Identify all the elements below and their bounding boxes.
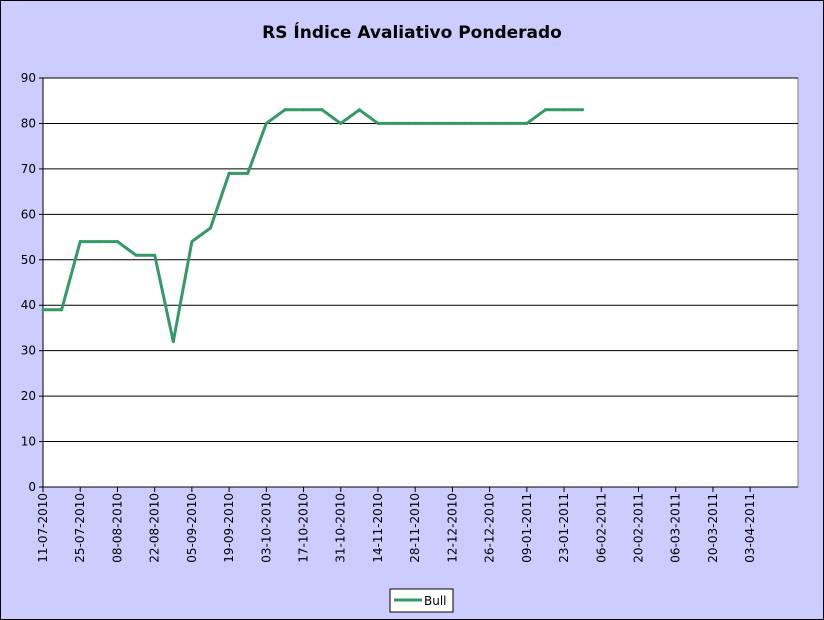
y-tick-label: 90 <box>21 71 36 85</box>
y-tick-label: 10 <box>21 435 36 449</box>
data-point <box>506 121 510 125</box>
data-point <box>283 108 287 112</box>
data-point <box>488 121 492 125</box>
y-tick-label: 50 <box>21 253 36 267</box>
data-point <box>97 240 101 244</box>
x-tick-label: 25-07-2010 <box>73 493 87 563</box>
data-point <box>153 253 157 257</box>
chart-title: RS Índice Avaliativo Ponderado <box>262 21 562 43</box>
x-tick-label: 20-02-2011 <box>631 493 645 563</box>
x-tick-label: 03-10-2010 <box>259 493 273 563</box>
plot-area <box>42 77 799 488</box>
y-axis: 0 10 20 30 40 50 60 70 80 90 <box>21 71 44 494</box>
x-tick-label: 11-07-2010 <box>36 493 50 563</box>
legend-label-bull: Bull <box>424 594 447 608</box>
data-point <box>525 121 529 125</box>
data-point <box>450 121 454 125</box>
x-tick-label: 09-01-2011 <box>520 493 534 563</box>
y-tick-label: 60 <box>21 207 36 221</box>
data-point <box>376 121 380 125</box>
x-tick-label: 03-04-2011 <box>743 493 757 563</box>
gridlines <box>43 77 798 443</box>
x-tick-label: 06-03-2011 <box>669 493 683 563</box>
y-tick-label: 20 <box>21 389 36 403</box>
data-point <box>246 171 250 175</box>
data-point <box>469 121 473 125</box>
x-tick-label: 23-01-2011 <box>557 493 571 563</box>
data-point <box>543 108 547 112</box>
x-tick-label: 08-08-2010 <box>110 493 124 563</box>
legend: Bull <box>389 588 454 613</box>
data-point <box>357 108 361 112</box>
x-tick-label: 22-08-2010 <box>148 493 162 563</box>
data-point <box>432 121 436 125</box>
x-tick-label: 20-03-2011 <box>706 493 720 563</box>
x-tick-label: 31-10-2010 <box>334 493 348 563</box>
data-point <box>78 240 82 244</box>
x-tick-label: 05-09-2010 <box>185 493 199 563</box>
x-tick-label: 19-09-2010 <box>222 493 236 563</box>
data-point <box>302 108 305 112</box>
x-tick-label: 17-10-2010 <box>297 493 311 563</box>
x-tick-label: 12-12-2010 <box>445 493 459 563</box>
y-tick-label: 0 <box>28 480 36 494</box>
data-point <box>134 253 138 257</box>
data-point <box>171 340 175 344</box>
y-tick-label: 40 <box>21 298 36 312</box>
x-tick-label: 28-11-2010 <box>408 493 422 563</box>
x-tick-label: 26-12-2010 <box>483 493 497 563</box>
data-point <box>413 121 417 125</box>
series-layer <box>41 108 585 344</box>
y-tick-label: 30 <box>21 344 36 358</box>
y-tick-label: 70 <box>21 162 36 176</box>
x-tick-label: 14-11-2010 <box>371 493 385 563</box>
data-point <box>581 108 585 112</box>
data-point <box>395 121 399 125</box>
x-axis: 11-07-2010 25-07-2010 08-08-2010 22-08-2010… <box>36 486 798 563</box>
x-tick-label: 06-02-2011 <box>594 493 608 563</box>
data-point <box>320 108 324 112</box>
data-point <box>60 308 64 312</box>
data-point <box>115 240 119 244</box>
data-point <box>339 121 343 125</box>
data-point <box>562 108 566 112</box>
y-tick-label: 80 <box>21 116 36 130</box>
data-point <box>41 308 45 312</box>
data-point <box>227 171 231 175</box>
series-line-bull <box>43 108 583 344</box>
data-point <box>190 240 194 244</box>
data-point <box>264 121 268 125</box>
data-point <box>209 226 212 230</box>
